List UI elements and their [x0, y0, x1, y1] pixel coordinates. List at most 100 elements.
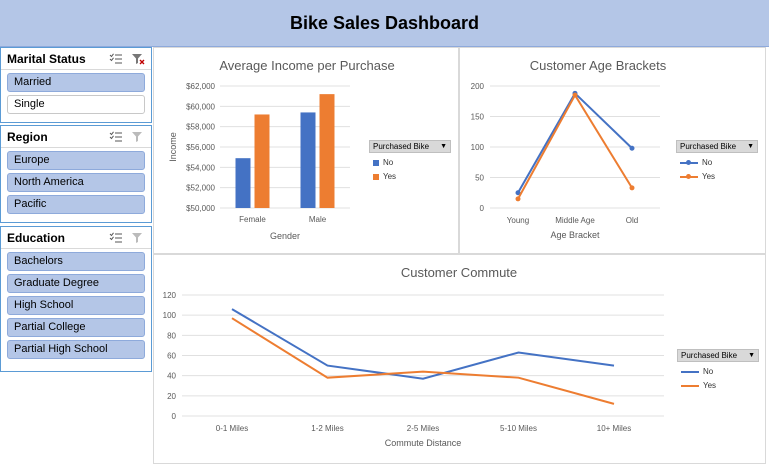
legend-title: Purchased Bike — [680, 142, 737, 151]
y-tick-label: $54,000 — [186, 163, 215, 172]
legend-filter-button[interactable]: Purchased Bike ▼ — [369, 140, 451, 153]
slicer-region: Region Europe North America Pacific — [0, 125, 152, 223]
slicer-item-bachelors[interactable]: Bachelors — [7, 252, 145, 271]
income-chart-panel[interactable]: Average Income per Purchase $50,000 $52,00… — [153, 47, 459, 254]
slicer-header: Marital Status — [1, 48, 151, 70]
data-point-no — [629, 145, 635, 151]
legend-filter-button[interactable]: Purchased Bike ▼ — [677, 349, 759, 362]
bar-no-male — [300, 112, 316, 208]
y-tick-label: 20 — [167, 392, 176, 401]
chart-title: Customer Commute — [401, 265, 517, 280]
slicer-item-europe[interactable]: Europe — [7, 151, 145, 170]
y-tick-label: 200 — [471, 82, 485, 91]
x-tick-label: Old — [626, 216, 638, 225]
dashboard-header: Bike Sales Dashboard — [0, 0, 769, 47]
slicer-item-high-school[interactable]: High School — [7, 296, 145, 315]
slicer-item-married[interactable]: Married — [7, 73, 145, 92]
y-tick-label: $56,000 — [186, 143, 215, 152]
slicer-item-list: Married Single — [1, 70, 151, 114]
legend-line-no — [681, 370, 699, 373]
income-chart: Average Income per Purchase $50,000 $52,00… — [168, 58, 395, 241]
slicer-header: Education — [1, 227, 151, 249]
y-tick-label: 120 — [163, 291, 177, 300]
dropdown-arrow-icon: ▼ — [440, 143, 447, 150]
multi-select-icon[interactable] — [109, 232, 123, 244]
x-tick-label: Female — [239, 215, 266, 224]
y-tick-label: 100 — [471, 143, 485, 152]
age-chart-panel[interactable]: Customer Age Brackets 0 50 100 150 200 Young Mi… — [459, 47, 766, 254]
age-chart-legend: Purchased Bike ▼ No Yes — [676, 140, 758, 181]
commute-chart-legend: Purchased Bike ▼ No Yes — [677, 349, 759, 390]
y-tick-label: $60,000 — [186, 102, 215, 111]
income-chart-legend: Purchased Bike ▼ No Yes — [369, 140, 451, 181]
slicer-title: Marital Status — [7, 51, 86, 66]
legend-title: Purchased Bike — [373, 142, 430, 151]
data-point-yes — [515, 196, 521, 202]
slicer-item-list: Bachelors Graduate Degree High School Parti… — [1, 249, 151, 359]
commute-chart: Customer Commute 0 20 40 60 80 100 120 0-1 Miles… — [163, 265, 664, 448]
bar-yes-male — [319, 94, 335, 208]
x-axis-label: Commute Distance — [385, 438, 462, 448]
legend-entry-no: No — [680, 158, 758, 167]
legend-line-yes — [680, 173, 698, 179]
y-tick-label: 100 — [163, 311, 177, 320]
age-chart: Customer Age Brackets 0 50 100 150 200 Young Mi… — [471, 58, 667, 240]
clear-filter-icon[interactable] — [131, 53, 145, 65]
y-tick-label: 150 — [471, 113, 485, 122]
y-tick-label: $50,000 — [186, 204, 215, 213]
legend-title: Purchased Bike — [681, 351, 738, 360]
dropdown-arrow-icon: ▼ — [748, 352, 755, 359]
legend-line-yes — [681, 384, 699, 387]
slicer-toolbar — [109, 232, 145, 244]
y-tick-label: 0 — [172, 412, 177, 421]
bar-no-female — [235, 158, 251, 208]
series-line-yes — [231, 317, 615, 405]
dropdown-arrow-icon: ▼ — [747, 143, 754, 150]
x-tick-label: 5-10 Miles — [500, 424, 537, 433]
y-tick-label: 50 — [475, 174, 484, 183]
slicer-item-north-america[interactable]: North America — [7, 173, 145, 192]
legend-entry-no: No — [681, 367, 759, 376]
clear-filter-icon[interactable] — [131, 131, 145, 143]
multi-select-icon[interactable] — [109, 131, 123, 143]
slicer-item-partial-high-school[interactable]: Partial High School — [7, 340, 145, 359]
legend-swatch-no — [373, 159, 379, 166]
legend-label-yes: Yes — [703, 381, 717, 390]
slicer-title: Region — [7, 129, 48, 144]
slicer-item-single[interactable]: Single — [7, 95, 145, 114]
slicer-item-graduate-degree[interactable]: Graduate Degree — [7, 274, 145, 293]
y-tick-label: 40 — [167, 372, 176, 381]
slicer-header: Region — [1, 126, 151, 148]
series-line-no — [231, 308, 615, 380]
data-point-yes — [572, 92, 578, 98]
legend-line-no — [680, 159, 698, 165]
slicer-marital-status: Marital Status Married Single — [0, 47, 152, 123]
commute-chart-panel[interactable]: Customer Commute 0 20 40 60 80 100 120 0-1 Miles… — [153, 254, 766, 464]
legend-swatch-yes — [373, 173, 379, 180]
x-tick-label: 1-2 Miles — [311, 424, 343, 433]
legend-entry-no: No — [373, 158, 451, 167]
legend-label-yes: Yes — [383, 172, 397, 181]
slicer-toolbar — [109, 53, 145, 65]
slicer-item-partial-college[interactable]: Partial College — [7, 318, 145, 337]
y-axis-label: Income — [168, 132, 178, 162]
x-tick-label: 10+ Miles — [597, 424, 631, 433]
slicer-item-list: Europe North America Pacific — [1, 148, 151, 214]
x-tick-label: Young — [507, 216, 529, 225]
legend-entry-yes: Yes — [680, 172, 758, 181]
legend-filter-button[interactable]: Purchased Bike ▼ — [676, 140, 758, 153]
y-tick-label: 60 — [167, 352, 176, 361]
slicer-title: Education — [7, 230, 66, 245]
x-tick-label: Male — [309, 215, 327, 224]
clear-filter-icon[interactable] — [131, 232, 145, 244]
x-axis-label: Gender — [270, 231, 300, 241]
dashboard-title: Bike Sales Dashboard — [289, 12, 480, 33]
data-point-no — [515, 190, 521, 196]
x-tick-label: 0-1 Miles — [216, 424, 248, 433]
multi-select-icon[interactable] — [109, 53, 123, 65]
slicer-item-pacific[interactable]: Pacific — [7, 195, 145, 214]
slicer-education: Education Bachelors Graduate Degree High Sc… — [0, 226, 152, 372]
legend-label-yes: Yes — [702, 172, 716, 181]
legend-label-no: No — [383, 158, 394, 167]
legend-label-no: No — [703, 367, 714, 376]
